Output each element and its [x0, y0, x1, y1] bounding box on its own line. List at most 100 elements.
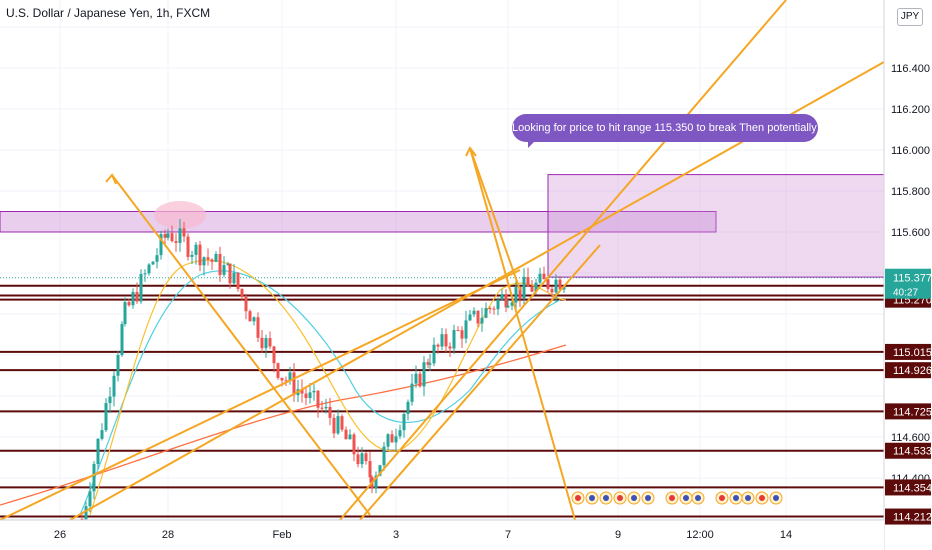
x-tick-label-2: Feb [273, 529, 292, 541]
candle-body-25 [178, 228, 182, 243]
trendline-0 [0, 269, 521, 521]
level-tag-5 [885, 403, 931, 420]
event-flag-7 [683, 495, 689, 501]
event-flag-6 [669, 495, 675, 501]
y-tick-label-0: 116.400 [891, 63, 930, 75]
event-flag-10 [733, 495, 739, 501]
event-flag-13 [773, 495, 779, 501]
trendline-2 [339, 0, 787, 521]
candle-body-10 [120, 324, 124, 356]
level-tag-8 [885, 508, 931, 525]
candle-body-11 [123, 302, 127, 325]
candle-body-48 [268, 338, 272, 347]
candle-body-93 [444, 334, 448, 347]
x-tick-label-6: 12:00 [686, 529, 714, 541]
candle-body-66 [340, 416, 344, 430]
candle-body-14 [135, 292, 139, 302]
level-tag-7 [885, 479, 931, 496]
candle-body-72 [364, 453, 368, 462]
candle-body-33 [210, 259, 214, 262]
candle-body-53 [288, 372, 292, 381]
candle-body-75 [374, 475, 378, 489]
chart-title: U.S. Dollar / Japanese Yen, 1h, FXCM [6, 6, 211, 20]
x-axis-panel [0, 520, 884, 550]
y-tick-label-2: 116.000 [891, 145, 930, 157]
candle-body-114 [526, 276, 530, 287]
candle-body-123 [562, 287, 566, 290]
candle-body-122 [558, 279, 562, 290]
candle-body-84 [410, 383, 414, 402]
zone-target [547, 174, 885, 278]
candle-body-63 [328, 406, 332, 418]
plot-background [0, 0, 884, 520]
level-label-3: 115.015 [893, 347, 932, 359]
candle-body-32 [206, 257, 210, 260]
candle-body-41 [240, 288, 244, 297]
candle-body-44 [252, 317, 256, 322]
candle-body-26 [182, 228, 186, 237]
candle-body-36 [222, 265, 226, 275]
candle-body-91 [436, 344, 440, 347]
candle-body-5 [100, 430, 104, 439]
candle-body-38 [228, 263, 232, 284]
candle-body-51 [280, 377, 284, 381]
candle-body-9 [116, 355, 120, 376]
candle-body-95 [452, 330, 456, 349]
arrow-head-0 [105, 173, 117, 185]
candle-body-107 [500, 294, 504, 300]
candle-body-121 [554, 279, 558, 293]
candle-body-119 [546, 279, 550, 289]
candle-body-62 [324, 406, 328, 409]
currency-badge[interactable]: JPY [897, 8, 923, 26]
candle-body-113 [522, 276, 526, 299]
candle-body-49 [272, 346, 276, 364]
candle-body-108 [504, 294, 508, 308]
candle-body-99 [468, 314, 472, 321]
candle-body-24 [174, 241, 178, 243]
ema-fast [89, 259, 567, 516]
x-tick-label-7: 14 [780, 529, 792, 541]
candle-body-37 [226, 263, 230, 266]
candle-body-117 [538, 273, 542, 283]
candle-body-106 [496, 299, 500, 310]
trendline-3 [111, 174, 371, 516]
candle-body-68 [348, 434, 352, 440]
y-tick-label-3: 115.800 [891, 186, 930, 198]
candle-body-29 [194, 244, 198, 255]
candle-body-109 [506, 305, 510, 308]
candle-body-27 [186, 236, 190, 257]
candle-body-111 [514, 287, 518, 303]
candle-body-80 [394, 436, 398, 443]
candle-body-76 [378, 465, 382, 476]
candle-body-69 [352, 434, 356, 455]
candle-body-73 [368, 461, 372, 478]
candle-body-59 [312, 390, 316, 393]
candle-body-118 [542, 273, 546, 280]
event-flag-12 [759, 495, 765, 501]
candle-body-60 [316, 390, 320, 408]
candle-body-28 [190, 254, 194, 257]
candle-body-64 [332, 417, 336, 434]
candle-body-96 [456, 330, 460, 332]
level-label-4: 114.926 [893, 365, 932, 377]
candle-body-105 [492, 308, 496, 310]
candle-body-45 [256, 317, 260, 338]
y-tick-label-4: 115.600 [891, 227, 930, 239]
x-tick-label-3: 3 [393, 529, 399, 541]
current-price-tag [885, 268, 931, 299]
y-tick-label-5: 114.600 [891, 432, 930, 444]
y-tick-label-1: 116.200 [891, 104, 930, 116]
annotation-tail [528, 140, 536, 148]
event-flag-4 [631, 495, 637, 501]
candle-body-65 [336, 416, 340, 434]
candle-body-46 [260, 337, 264, 349]
candle-body-20 [159, 234, 163, 256]
candle-body-2 [88, 491, 92, 507]
candle-body-97 [460, 330, 464, 339]
annotation-callout[interactable]: Looking for price to hit range 115.350 t… [512, 114, 881, 142]
event-flag-11 [745, 495, 751, 501]
candle-body-82 [402, 413, 406, 431]
candle-body-39 [232, 272, 236, 284]
candle-body-101 [476, 310, 480, 324]
